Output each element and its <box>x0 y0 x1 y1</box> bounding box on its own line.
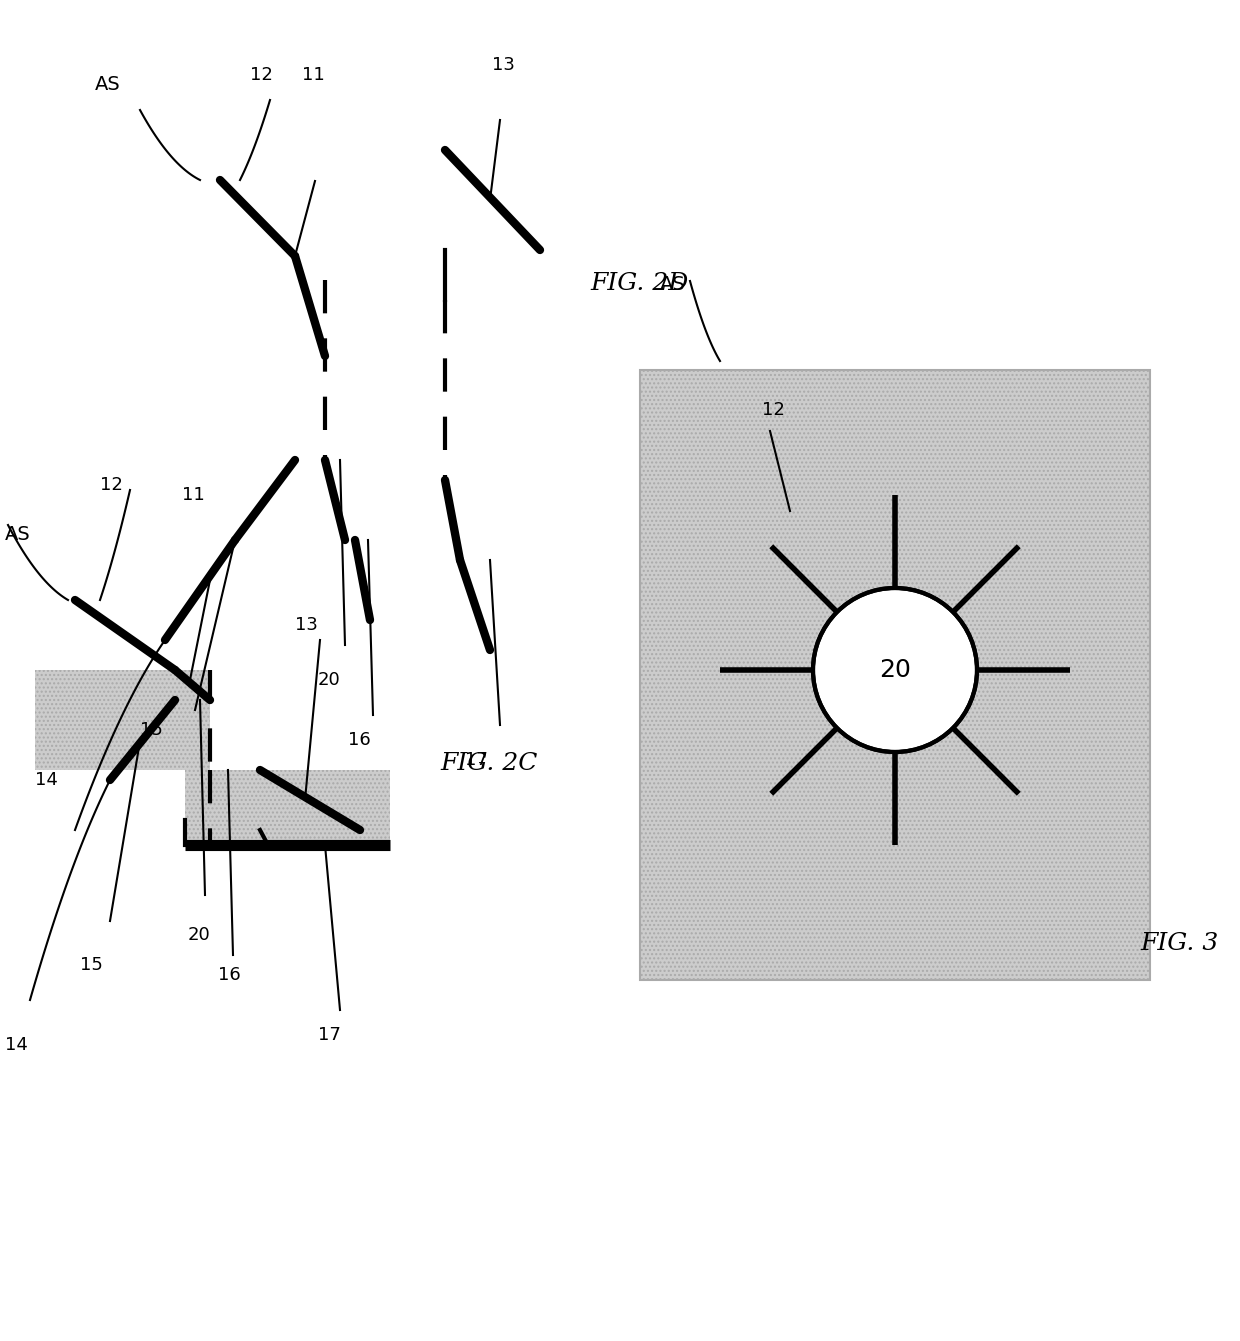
Bar <box>640 370 1149 980</box>
Text: 11: 11 <box>182 485 205 504</box>
Text: 17: 17 <box>317 1026 341 1045</box>
Text: FIG. 2D: FIG. 2D <box>590 272 688 295</box>
Text: 20: 20 <box>879 658 911 683</box>
Text: 15: 15 <box>81 956 103 974</box>
Text: 12: 12 <box>763 401 785 418</box>
Circle shape <box>813 587 977 752</box>
Text: AS: AS <box>95 75 120 94</box>
Text: 17: 17 <box>465 751 487 768</box>
Text: 16: 16 <box>348 731 371 750</box>
Text: 11: 11 <box>303 66 325 84</box>
Text: 14: 14 <box>35 771 58 789</box>
Text: FIG. 3: FIG. 3 <box>1140 932 1218 955</box>
Text: AS: AS <box>660 275 686 294</box>
Text: 14: 14 <box>5 1037 27 1054</box>
Text: 12: 12 <box>100 476 123 493</box>
Text: 20: 20 <box>317 670 341 689</box>
Bar <box>35 670 210 770</box>
Text: 12: 12 <box>250 66 273 84</box>
Text: 13: 13 <box>492 56 515 74</box>
Text: FIG. 2C: FIG. 2C <box>440 752 537 775</box>
Bar <box>185 770 391 845</box>
Text: 20: 20 <box>188 927 211 944</box>
Text: 16: 16 <box>218 966 241 984</box>
Text: AS: AS <box>5 524 31 544</box>
Text: 15: 15 <box>140 721 162 739</box>
Text: 13: 13 <box>295 616 317 634</box>
